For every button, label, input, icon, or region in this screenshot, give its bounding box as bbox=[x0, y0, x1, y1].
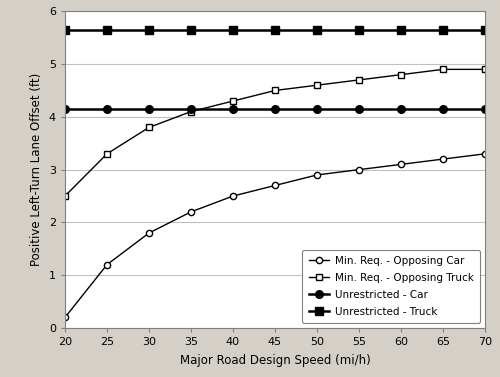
Min. Req. - Opposing Car bbox=[482, 152, 488, 156]
Min. Req. - Opposing Truck bbox=[440, 67, 446, 72]
Min. Req. - Opposing Truck bbox=[314, 83, 320, 87]
Unrestricted - Car bbox=[356, 107, 362, 111]
Unrestricted - Car bbox=[188, 107, 194, 111]
Unrestricted - Car bbox=[272, 107, 278, 111]
Min. Req. - Opposing Truck bbox=[104, 152, 110, 156]
X-axis label: Major Road Design Speed (mi/h): Major Road Design Speed (mi/h) bbox=[180, 354, 370, 367]
Min. Req. - Opposing Truck bbox=[62, 194, 68, 198]
Unrestricted - Truck bbox=[146, 28, 152, 32]
Min. Req. - Opposing Car bbox=[398, 162, 404, 167]
Unrestricted - Truck bbox=[272, 28, 278, 32]
Y-axis label: Positive Left-Turn Lane Offset (ft): Positive Left-Turn Lane Offset (ft) bbox=[30, 73, 44, 266]
Min. Req. - Opposing Car bbox=[230, 194, 236, 198]
Line: Unrestricted - Truck: Unrestricted - Truck bbox=[61, 26, 489, 34]
Min. Req. - Opposing Truck bbox=[146, 125, 152, 130]
Min. Req. - Opposing Truck bbox=[356, 78, 362, 82]
Min. Req. - Opposing Car bbox=[314, 173, 320, 177]
Unrestricted - Car bbox=[62, 107, 68, 111]
Line: Min. Req. - Opposing Car: Min. Req. - Opposing Car bbox=[62, 151, 488, 320]
Line: Min. Req. - Opposing Truck: Min. Req. - Opposing Truck bbox=[62, 66, 488, 199]
Min. Req. - Opposing Truck bbox=[398, 72, 404, 77]
Legend: Min. Req. - Opposing Car, Min. Req. - Opposing Truck, Unrestricted - Car, Unrest: Min. Req. - Opposing Car, Min. Req. - Op… bbox=[302, 250, 480, 323]
Unrestricted - Truck bbox=[62, 28, 68, 32]
Unrestricted - Car bbox=[482, 107, 488, 111]
Min. Req. - Opposing Car bbox=[188, 210, 194, 214]
Min. Req. - Opposing Truck bbox=[272, 88, 278, 93]
Unrestricted - Car bbox=[230, 107, 236, 111]
Unrestricted - Truck bbox=[440, 28, 446, 32]
Unrestricted - Car bbox=[104, 107, 110, 111]
Unrestricted - Car bbox=[314, 107, 320, 111]
Unrestricted - Truck bbox=[398, 28, 404, 32]
Min. Req. - Opposing Truck bbox=[188, 109, 194, 114]
Unrestricted - Truck bbox=[104, 28, 110, 32]
Unrestricted - Car bbox=[398, 107, 404, 111]
Unrestricted - Truck bbox=[314, 28, 320, 32]
Min. Req. - Opposing Car bbox=[62, 315, 68, 320]
Unrestricted - Truck bbox=[230, 28, 236, 32]
Min. Req. - Opposing Car bbox=[356, 167, 362, 172]
Min. Req. - Opposing Car bbox=[146, 231, 152, 235]
Unrestricted - Car bbox=[146, 107, 152, 111]
Line: Unrestricted - Car: Unrestricted - Car bbox=[61, 105, 489, 113]
Unrestricted - Truck bbox=[188, 28, 194, 32]
Min. Req. - Opposing Car bbox=[272, 183, 278, 188]
Unrestricted - Truck bbox=[482, 28, 488, 32]
Min. Req. - Opposing Truck bbox=[230, 99, 236, 103]
Min. Req. - Opposing Car bbox=[440, 157, 446, 161]
Min. Req. - Opposing Car bbox=[104, 262, 110, 267]
Unrestricted - Truck bbox=[356, 28, 362, 32]
Min. Req. - Opposing Truck bbox=[482, 67, 488, 72]
Unrestricted - Car bbox=[440, 107, 446, 111]
